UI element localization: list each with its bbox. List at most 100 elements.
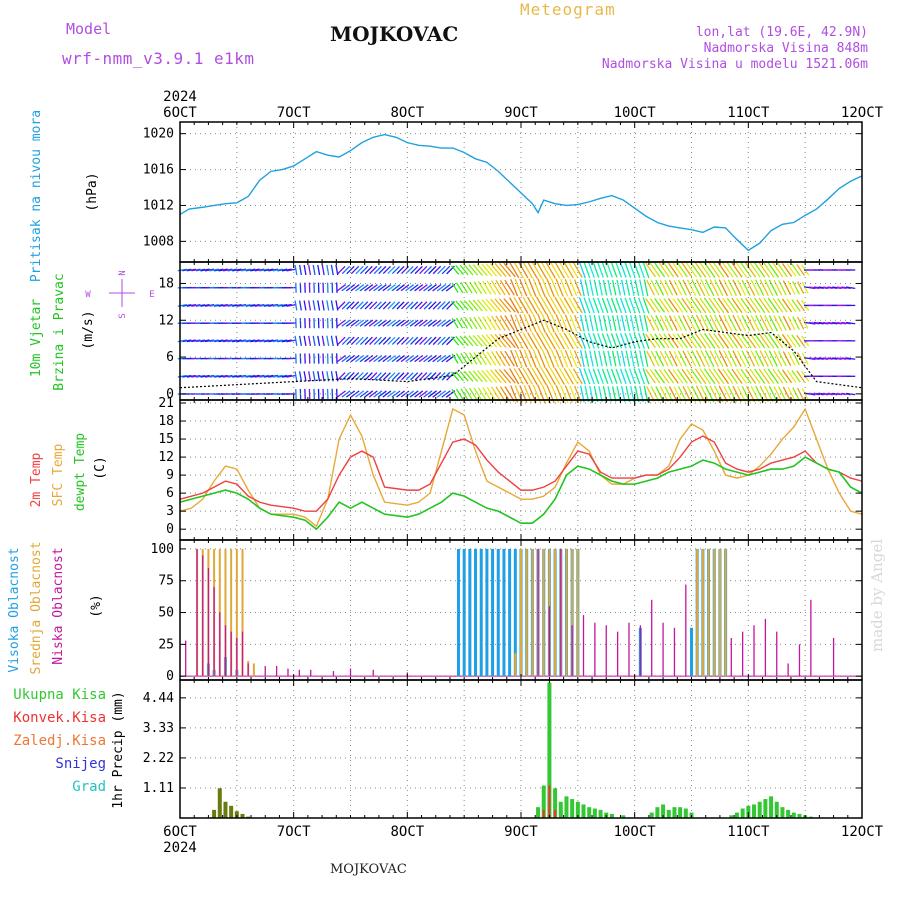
wind-arrow	[727, 279, 738, 296]
bar	[554, 809, 557, 818]
wind-arrow	[672, 368, 684, 384]
wind-arrow	[337, 372, 346, 381]
y-tick-label: 100	[151, 542, 174, 557]
wind-arrow	[545, 332, 557, 350]
wind-arrow	[549, 261, 561, 279]
wind-arrow	[564, 349, 573, 368]
wind-arrow	[532, 349, 542, 368]
wind-arrow	[786, 369, 797, 383]
wind-arrow	[610, 262, 618, 278]
wind-arrow	[606, 368, 613, 384]
wind-arrow	[572, 368, 583, 385]
wind-arrow	[195, 339, 206, 343]
bar	[571, 548, 574, 677]
wind-arrow	[432, 372, 442, 381]
wind-arrow	[326, 335, 330, 347]
wind-arrow	[200, 339, 210, 343]
wind-arrow	[621, 279, 626, 296]
bar	[525, 548, 528, 677]
wind-arrow	[628, 368, 636, 385]
wind-arrow	[468, 264, 479, 276]
bar	[275, 666, 278, 677]
bar	[655, 807, 660, 818]
wind-arrow	[663, 333, 675, 349]
wind-arrow	[241, 339, 251, 343]
wind-arrow	[455, 265, 464, 275]
wind-arrow	[400, 355, 410, 363]
wind-arrow	[694, 262, 707, 278]
wind-arrow	[745, 333, 757, 349]
wind-arrow	[451, 318, 459, 329]
wind-arrow	[777, 333, 788, 348]
wind-arrow	[764, 350, 774, 367]
y-axis-label: (hPa)	[85, 172, 100, 211]
wind-arrow	[624, 368, 632, 385]
wind-arrow	[645, 298, 656, 313]
bar	[734, 812, 739, 818]
wind-arrow-field	[177, 261, 856, 404]
wind-arrow	[355, 354, 365, 363]
wind-arrow	[691, 350, 701, 367]
wind-arrow	[241, 303, 251, 307]
wind-arrow	[450, 371, 460, 382]
wind-arrow	[699, 262, 711, 278]
bar	[536, 807, 541, 818]
wind-arrow	[787, 316, 796, 331]
wind-arrow	[459, 300, 469, 311]
wind-arrow	[485, 369, 498, 383]
wind-arrow	[464, 352, 473, 365]
wind-arrow	[749, 333, 761, 349]
wind-arrow	[717, 333, 730, 349]
wind-arrow	[593, 279, 599, 296]
wind-arrow	[359, 390, 369, 398]
wind-arrow	[419, 301, 428, 310]
wind-arrow	[373, 372, 382, 381]
wind-arrow	[768, 350, 778, 367]
bar	[349, 668, 352, 677]
wind-arrow	[400, 319, 410, 327]
wind-arrow	[667, 368, 679, 384]
wind-arrow	[391, 301, 400, 310]
wind-arrow	[713, 262, 725, 278]
y-tick-label: 12	[158, 450, 174, 465]
wind-arrow	[625, 315, 631, 332]
wind-arrow	[549, 296, 561, 315]
wind-arrow	[469, 387, 478, 401]
wind-arrow	[750, 350, 760, 367]
wind-arrow	[625, 350, 631, 367]
wind-arrow	[450, 265, 460, 275]
wind-arrow	[227, 374, 238, 378]
wind-arrow	[796, 264, 806, 276]
wind-arrow	[778, 386, 787, 402]
wind-arrow	[490, 298, 502, 313]
wind-arrow	[368, 319, 378, 327]
wind-arrow	[245, 374, 256, 378]
bar	[207, 568, 210, 677]
x-tick-label-top: 7OCT	[277, 105, 311, 121]
bar	[753, 625, 755, 677]
bar	[746, 805, 751, 818]
wind-arrow	[685, 262, 698, 278]
wind-arrow	[218, 374, 228, 378]
wind-arrow	[717, 297, 730, 314]
wind-arrow	[360, 301, 369, 310]
wind-arrow	[373, 284, 383, 292]
bar	[287, 668, 289, 677]
wind-arrow	[308, 335, 312, 346]
y-tick-label: 50	[158, 606, 174, 621]
wind-arrow	[550, 313, 560, 333]
wind-arrow	[441, 301, 451, 310]
wind-arrow	[749, 368, 761, 384]
wind-arrow	[732, 279, 742, 296]
wind-arrow	[601, 333, 609, 349]
wind-arrow	[672, 298, 684, 313]
wind-arrow	[437, 336, 446, 346]
wind-arrow	[277, 268, 288, 272]
wind-arrow	[682, 279, 692, 296]
wind-arrow	[664, 350, 674, 367]
wind-arrow	[650, 350, 660, 367]
wind-arrow	[495, 350, 506, 367]
wind-arrow	[787, 351, 796, 366]
wind-arrow	[550, 349, 560, 368]
axis-labels: 1008101210161020061218036912151821025507…	[7, 89, 884, 856]
